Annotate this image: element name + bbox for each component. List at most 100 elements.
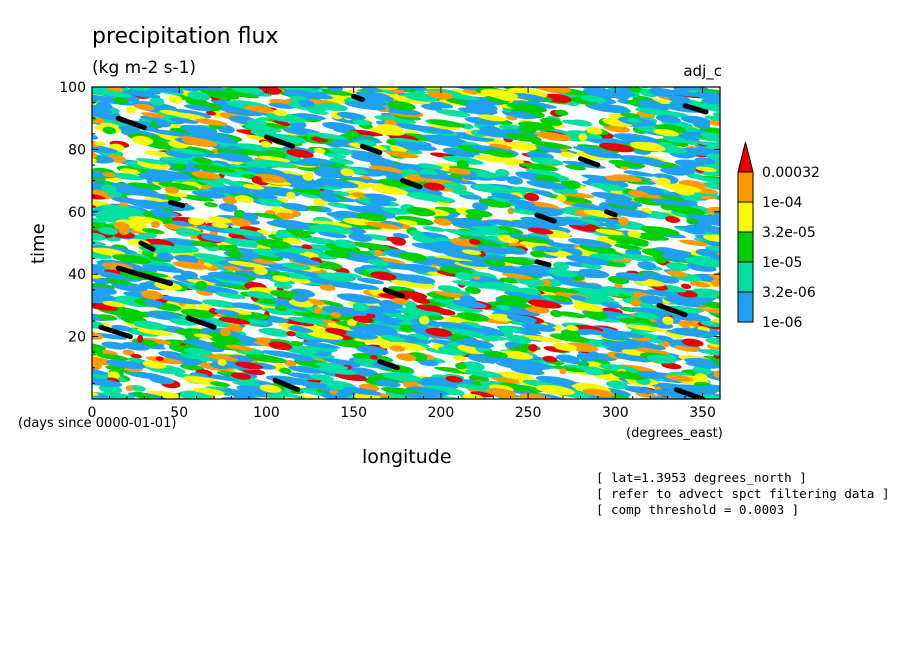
field-patch bbox=[242, 184, 265, 190]
field-patch bbox=[637, 261, 657, 271]
field-patch bbox=[405, 76, 442, 88]
field-patch bbox=[676, 328, 702, 335]
field-patch bbox=[461, 361, 485, 371]
field-patch bbox=[541, 286, 580, 294]
field-patch bbox=[395, 163, 433, 171]
field-patch bbox=[211, 222, 229, 229]
field-patch bbox=[704, 115, 720, 122]
field-patch bbox=[717, 398, 738, 408]
field-patch bbox=[151, 129, 193, 137]
field-patch bbox=[610, 208, 652, 218]
field-patch bbox=[230, 76, 263, 85]
field-patch bbox=[204, 202, 218, 208]
field-patch bbox=[92, 238, 107, 246]
field-patch bbox=[158, 296, 203, 305]
field-patch bbox=[234, 195, 254, 203]
field-patch bbox=[252, 212, 286, 220]
field-patch bbox=[357, 277, 385, 285]
field-patch bbox=[253, 266, 268, 275]
field-patch bbox=[217, 124, 235, 134]
field-patch bbox=[230, 79, 252, 87]
field-patch bbox=[695, 166, 718, 173]
field-patch bbox=[699, 127, 720, 135]
field-patch bbox=[220, 327, 231, 337]
field-patch bbox=[472, 202, 489, 211]
field-patch bbox=[654, 138, 685, 146]
field-patch bbox=[508, 141, 537, 151]
field-patch bbox=[121, 342, 150, 351]
field-patch bbox=[141, 228, 165, 235]
field-patch bbox=[437, 285, 462, 293]
colorbar-swatch bbox=[737, 171, 754, 203]
field-patch bbox=[599, 364, 640, 373]
field-patch bbox=[98, 384, 122, 394]
field-patch bbox=[438, 346, 462, 354]
field-patch bbox=[692, 288, 720, 298]
threshold-segment bbox=[272, 377, 301, 393]
field-patch bbox=[191, 170, 221, 180]
field-patch bbox=[68, 247, 84, 256]
field-patch bbox=[142, 264, 186, 273]
field-patch bbox=[169, 318, 198, 326]
field-patch bbox=[92, 377, 95, 386]
field-patch bbox=[249, 192, 278, 200]
field-patch bbox=[427, 90, 454, 100]
field-patch bbox=[700, 182, 720, 191]
field-patch bbox=[423, 257, 469, 268]
field-patch bbox=[132, 101, 178, 111]
field-patch bbox=[659, 195, 685, 201]
field-patch bbox=[133, 103, 155, 111]
field-patch bbox=[506, 388, 538, 395]
field-patch bbox=[417, 237, 432, 243]
field-patch bbox=[102, 172, 116, 178]
field-patch bbox=[415, 304, 446, 312]
field-patch bbox=[306, 205, 323, 212]
field-patch bbox=[227, 250, 243, 259]
field-patch bbox=[434, 196, 456, 203]
field-patch bbox=[318, 231, 348, 239]
field-patch bbox=[627, 118, 642, 124]
y-tick-label: 20 bbox=[68, 330, 86, 346]
field-patch bbox=[515, 276, 545, 286]
field-patch bbox=[411, 77, 435, 87]
field-patch bbox=[406, 207, 436, 217]
field-patch bbox=[136, 328, 174, 336]
threshold-segment bbox=[682, 103, 709, 115]
field-patch bbox=[633, 197, 666, 206]
threshold-segment bbox=[98, 324, 133, 340]
field-patch bbox=[92, 331, 104, 340]
field-patch bbox=[392, 95, 432, 105]
field-patch bbox=[245, 124, 278, 133]
field-patch bbox=[92, 277, 110, 285]
field-patch bbox=[71, 164, 89, 172]
field-patch bbox=[609, 90, 637, 97]
field-patch bbox=[119, 168, 141, 175]
field-patch bbox=[709, 273, 720, 281]
field-patch bbox=[336, 386, 382, 396]
field-patch bbox=[638, 232, 663, 241]
field-patch bbox=[583, 366, 604, 376]
field-patch bbox=[247, 105, 274, 113]
field-patch bbox=[657, 247, 677, 254]
field-patch bbox=[313, 224, 354, 234]
field-patch bbox=[215, 292, 246, 299]
field-patch bbox=[92, 181, 93, 189]
field-patch bbox=[324, 153, 347, 159]
field-patch bbox=[417, 163, 443, 170]
field-patch bbox=[520, 216, 568, 227]
field-patch bbox=[57, 249, 92, 262]
field-patch bbox=[661, 362, 682, 370]
field-patch bbox=[187, 91, 209, 101]
field-patch bbox=[364, 193, 397, 202]
field-patch bbox=[288, 366, 324, 374]
field-patch bbox=[168, 117, 199, 124]
field-patch bbox=[137, 335, 144, 343]
field-patch bbox=[347, 319, 357, 327]
field-patch bbox=[193, 333, 213, 339]
field-patch bbox=[586, 127, 603, 135]
field-patch bbox=[101, 341, 128, 350]
field-patch bbox=[544, 399, 579, 410]
field-patch bbox=[92, 190, 114, 200]
field-patch bbox=[613, 133, 660, 144]
field-patch bbox=[329, 158, 355, 165]
